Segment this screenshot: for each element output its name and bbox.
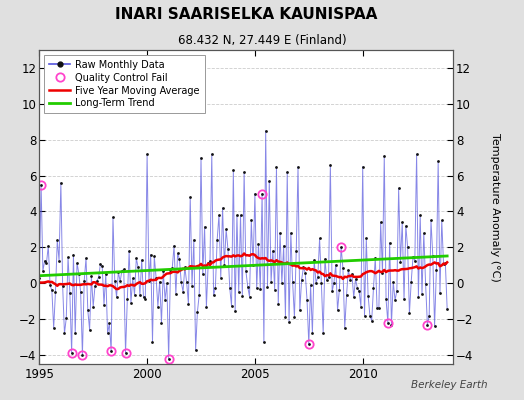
Text: Berkeley Earth: Berkeley Earth — [411, 380, 487, 390]
Text: 68.432 N, 27.449 E (Finland): 68.432 N, 27.449 E (Finland) — [178, 34, 346, 47]
Title: INARI SAARISELKA KAUNISPAA: INARI SAARISELKA KAUNISPAA — [115, 8, 377, 22]
Y-axis label: Temperature Anomaly (°C): Temperature Anomaly (°C) — [490, 133, 500, 281]
Legend: Raw Monthly Data, Quality Control Fail, Five Year Moving Average, Long-Term Tren: Raw Monthly Data, Quality Control Fail, … — [44, 55, 205, 113]
